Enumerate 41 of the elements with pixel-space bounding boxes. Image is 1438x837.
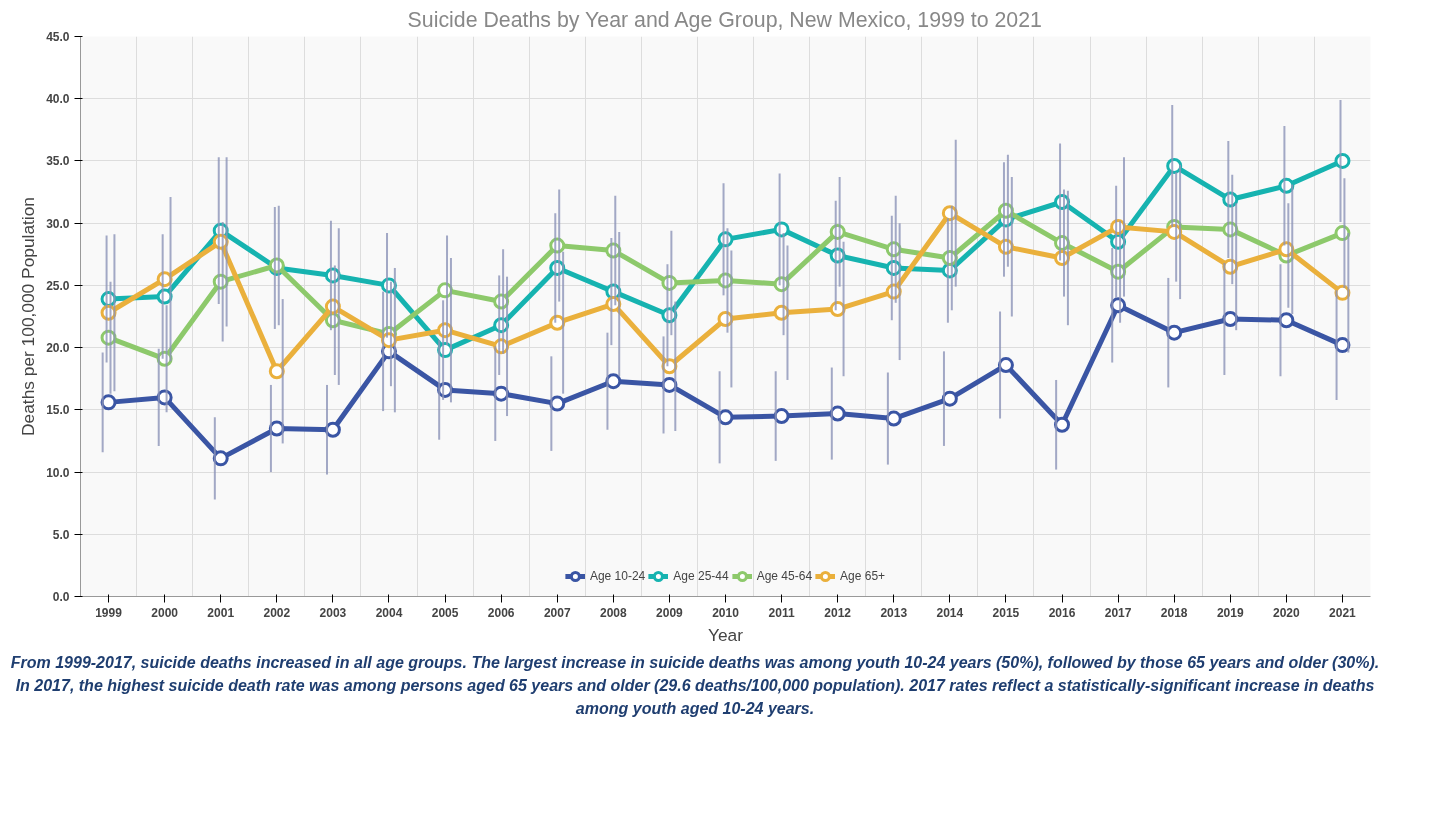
legend-label: Age 10-24	[589, 569, 646, 583]
y-tick-label: 35.0	[46, 154, 70, 169]
y-tick-label: 15.0	[46, 403, 70, 418]
x-tick-label: 2001	[207, 605, 235, 620]
text: From 1999-2017, suicide deaths increased in all age groups. The largest increase in suicide deaths was among youth 10-24 years (50%), followed by those 65 years and older (30%). In 2017, the highest suicide death rate was among persons aged 65 years and older (29.6 deaths/100,000 population). 2017 rates reflect a statistically-significant increase in deaths among youth aged 10-24 years.	[9, 653, 1381, 719]
x-tick-label: 2017	[1104, 605, 1132, 620]
x-tick-label: 2011	[768, 605, 795, 620]
x-tick-label: 2000	[151, 605, 179, 620]
y-tick-label: 0.0	[52, 590, 70, 604]
y-tick-label: 45.0	[46, 30, 70, 44]
y-tick-label: 40.0	[46, 92, 70, 107]
x-tick-label: 2003	[319, 605, 347, 620]
x-tick-label: 2009	[656, 605, 684, 620]
x-tick-label: 2008	[599, 605, 627, 620]
x-axis-title: Year	[707, 624, 744, 645]
y-tick-label: 10.0	[46, 465, 70, 480]
x-tick-label: 2010	[712, 605, 740, 620]
chart-title: Suicide Deaths by Year and Age Group, New Mexico, 1999 to 2021	[407, 7, 1042, 32]
legend-label: Age 65+	[840, 569, 886, 583]
x-tick-label: 2004	[375, 605, 403, 620]
legend-label: Age 45-64	[756, 569, 813, 583]
x-tick-label: 2016	[1048, 605, 1076, 620]
x-tick-label: 2012	[824, 605, 852, 620]
x-tick-label: 2006	[487, 605, 515, 620]
x-tick-label: 2021	[1329, 605, 1357, 620]
x-tick-label: 2007	[543, 605, 571, 620]
y-tick-label: 25.0	[46, 278, 70, 293]
x-tick-label: 2014	[936, 605, 964, 620]
y-tick-label: 5.0	[52, 527, 70, 542]
y-tick-label: 30.0	[46, 216, 70, 231]
x-tick-label: 2020	[1273, 605, 1301, 620]
x-tick-label: 2013	[880, 605, 908, 620]
legend-label: Age 25-44	[673, 569, 729, 583]
x-tick-label: 2019	[1216, 605, 1244, 620]
x-tick-label: 2015	[992, 605, 1020, 620]
x-tick-label: 2018	[1160, 605, 1188, 620]
y-tick-label: 20.0	[46, 341, 70, 356]
x-tick-label: 2005	[431, 605, 459, 620]
y-axis-title: Deaths per 100,000 Population	[18, 197, 39, 436]
x-tick-label: 2002	[263, 605, 291, 620]
x-tick-label: 1999	[95, 605, 123, 620]
